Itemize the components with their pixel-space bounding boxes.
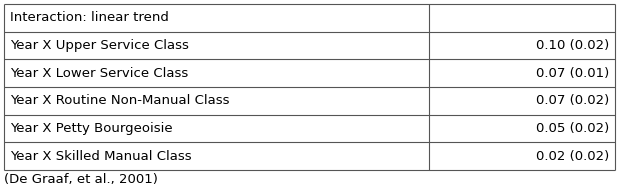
Text: (De Graaf, et al., 2001): (De Graaf, et al., 2001) [4,173,158,186]
Text: 0.10 (0.02): 0.10 (0.02) [536,39,609,52]
Text: Year X Routine Non-Manual Class: Year X Routine Non-Manual Class [10,94,230,107]
Text: 0.07 (0.01): 0.07 (0.01) [536,67,609,80]
Text: Year X Petty Bourgeoisie: Year X Petty Bourgeoisie [10,122,173,135]
Text: Year X Skilled Manual Class: Year X Skilled Manual Class [10,150,192,163]
Text: 0.05 (0.02): 0.05 (0.02) [536,122,609,135]
Text: Interaction: linear trend: Interaction: linear trend [10,11,169,24]
Text: Year X Lower Service Class: Year X Lower Service Class [10,67,188,80]
Text: Year X Upper Service Class: Year X Upper Service Class [10,39,189,52]
Text: 0.07 (0.02): 0.07 (0.02) [536,94,609,107]
Text: 0.02 (0.02): 0.02 (0.02) [536,150,609,163]
